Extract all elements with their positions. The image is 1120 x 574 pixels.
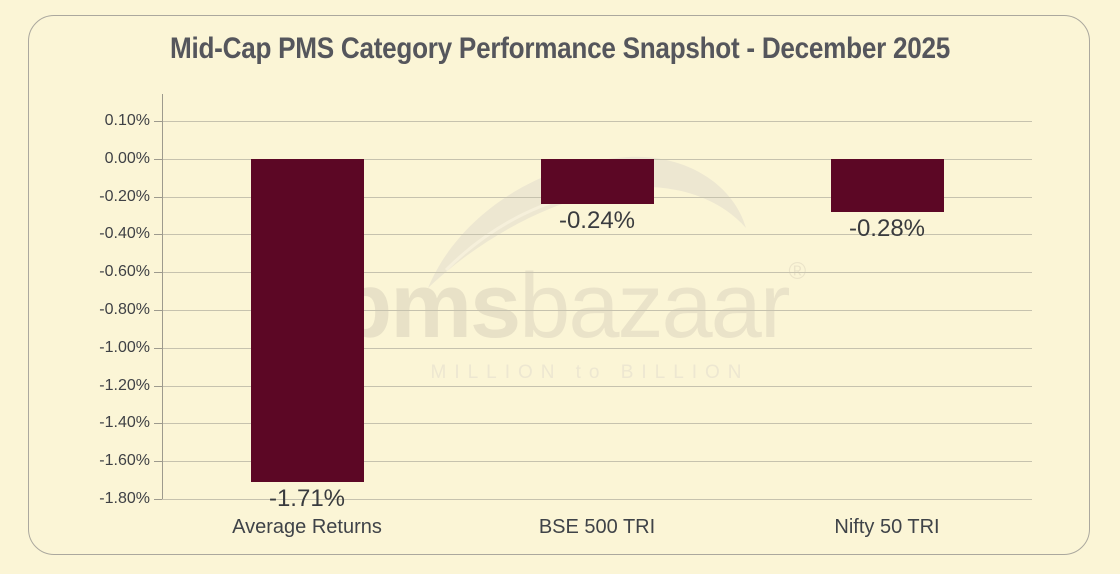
gridline [162, 385, 1032, 387]
y-axis-tick [154, 385, 162, 387]
brand-tagline: MILLION to BILLION [430, 362, 750, 383]
chart-title: Mid-Cap PMS Category Performance Snapsho… [170, 32, 950, 65]
y-axis-line [162, 94, 163, 499]
bar-value-label: -0.28% [848, 214, 926, 242]
y-tick-label: -0.40% [99, 225, 150, 243]
y-axis-tick [154, 196, 162, 198]
brand-wordmark: pmsbazaar® [336, 258, 807, 353]
gridline [162, 347, 1032, 349]
gridline [162, 272, 1032, 274]
y-axis-tick [154, 347, 162, 349]
y-tick-label: -1.80% [99, 490, 150, 507]
y-tick-label: -0.20% [99, 187, 150, 205]
y-tick-label: -0.60% [99, 263, 150, 281]
y-axis-tick [154, 461, 162, 463]
y-axis-tick [154, 423, 162, 425]
category-label: Average Returns [232, 516, 382, 538]
bar-value-label: -0.24% [558, 207, 636, 235]
y-tick-label: -1.20% [99, 376, 150, 394]
y-axis-tick [154, 499, 162, 500]
registered-trademark-icon: ® [788, 258, 807, 285]
y-tick-label: -0.80% [99, 301, 150, 318]
gridline [162, 423, 1032, 425]
y-axis-tick [154, 121, 162, 122]
brand-wordmark-bazaar: bazaar [519, 255, 790, 357]
bar [250, 158, 364, 482]
y-tick-label: -1.00% [99, 338, 150, 356]
gridline [162, 234, 1032, 236]
category-label: Nifty 50 TRI [834, 516, 940, 538]
y-axis-tick [154, 272, 162, 274]
bar-value-label: -1.71% [268, 484, 346, 512]
brand-wordmark-pms: pms [336, 255, 521, 357]
bar [540, 158, 654, 205]
gridline [162, 310, 1032, 311]
chart-panel [28, 15, 1090, 555]
y-tick-label: 0.00% [104, 149, 150, 167]
y-axis-tick [154, 310, 162, 311]
y-axis-tick [154, 158, 162, 160]
gridline [162, 499, 1032, 500]
y-tick-label: -1.60% [99, 452, 150, 470]
gridline [162, 461, 1032, 463]
gridline [162, 121, 1032, 122]
category-label: BSE 500 TRI [538, 516, 656, 538]
y-axis-tick [154, 234, 162, 236]
y-tick-label: 0.10% [104, 112, 150, 129]
bar [830, 158, 944, 212]
y-tick-label: -1.40% [99, 414, 150, 432]
